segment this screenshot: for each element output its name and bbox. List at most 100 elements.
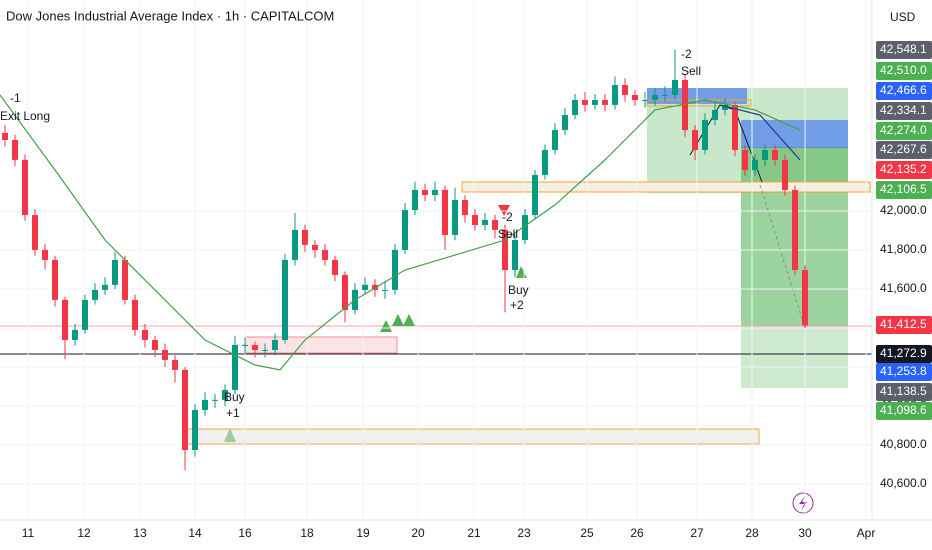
price-label-box — [876, 383, 932, 401]
candle-body — [202, 399, 208, 411]
candle-body — [32, 215, 38, 250]
price-label-box — [876, 102, 932, 120]
annotation: -2 — [502, 210, 513, 224]
x-tick-label: 23 — [517, 526, 531, 540]
x-tick-label: 14 — [188, 526, 202, 540]
candle-body — [462, 200, 468, 216]
candle-body — [702, 119, 708, 150]
candle-body — [342, 274, 348, 311]
candle-body — [582, 100, 588, 105]
candle-body — [282, 259, 288, 341]
candle-body — [242, 344, 248, 346]
icon[interactable] — [792, 492, 814, 514]
candle-body — [602, 100, 608, 105]
x-tick-label: 30 — [798, 526, 812, 540]
price-label-box — [876, 62, 932, 80]
candle-body — [652, 94, 658, 101]
candle-body — [332, 259, 338, 275]
zones — [0, 88, 872, 514]
candle-body — [142, 329, 148, 341]
candle-body — [252, 344, 258, 350]
annotation: Sell — [498, 227, 518, 241]
price-label-box — [876, 345, 932, 363]
candle-body — [482, 219, 488, 226]
drawing — [759, 184, 805, 326]
candle-body — [792, 189, 798, 271]
candle-body — [772, 149, 778, 160]
candle-body — [732, 104, 738, 150]
x-tick-label: 26 — [630, 526, 644, 540]
candle-body — [92, 289, 98, 300]
price-label-box — [876, 41, 932, 59]
annotation: +1 — [226, 406, 240, 420]
candle-body — [132, 299, 138, 330]
candle-body — [572, 100, 578, 116]
y-tick-label: 40,800.0 — [880, 437, 927, 451]
price-label-box — [876, 82, 932, 100]
signal-arrow — [224, 428, 236, 442]
x-tick-label: 20 — [411, 526, 425, 540]
candle-body — [802, 270, 808, 326]
candle-body — [472, 215, 478, 226]
zone — [186, 428, 760, 445]
y-tick-label: 41,800.0 — [880, 242, 927, 256]
candle-body — [722, 104, 728, 110]
candle-body — [762, 149, 768, 160]
candle-body — [422, 189, 428, 195]
candle-body — [402, 209, 408, 250]
price-label: 41,138.5 — [880, 384, 927, 398]
chart-title: Dow Jones Industrial Average Index · 1h … — [6, 8, 334, 23]
candle-body — [492, 219, 498, 230]
candle-body — [592, 100, 598, 105]
candle-body — [212, 399, 218, 401]
candle-body — [222, 389, 228, 400]
price-label: 42,135.2 — [880, 162, 927, 176]
moving-average — [719, 104, 801, 161]
candle-body — [662, 94, 668, 96]
moving-average — [0, 94, 801, 371]
candle-body — [1, 132, 8, 140]
zone — [461, 181, 871, 193]
price-label: 42,466.6 — [880, 83, 927, 97]
x-tick-label: 11 — [22, 526, 35, 540]
currency: USD — [890, 10, 916, 24]
candle-body — [502, 229, 508, 271]
candle-body — [432, 189, 438, 195]
candle-body — [312, 244, 318, 250]
axis-labels: 11 12 13 14 16 18 19 20 21 23 25 26 27 28 30 Apr 40,600.… — [22, 41, 932, 540]
x-tick-label: 28 — [745, 526, 759, 540]
candle-body — [82, 299, 88, 330]
candle-body — [682, 79, 688, 131]
signal-arrow — [392, 314, 404, 326]
x-tick-label: Apr — [857, 526, 876, 540]
candle-body — [112, 259, 118, 285]
candle-body — [542, 149, 548, 175]
candle-body — [232, 344, 238, 390]
candle-body — [262, 349, 268, 351]
candle-body — [642, 100, 648, 102]
annotation: +2 — [510, 298, 524, 312]
annotation: Buy — [224, 390, 245, 404]
price-label-box — [876, 141, 932, 159]
candle-body — [442, 189, 448, 235]
x-tick-label: 13 — [133, 526, 147, 540]
price-label: 41,098.6 — [880, 403, 927, 417]
zone — [741, 120, 848, 148]
candle-body — [362, 284, 368, 290]
y-tick-label: 40,600.0 — [880, 476, 927, 490]
price-label: 42,510.0 — [880, 63, 927, 77]
candle-body — [122, 259, 128, 300]
x-tick-label: 18 — [300, 526, 314, 540]
candle-body — [272, 340, 278, 350]
price-label: 42,106.5 — [880, 182, 927, 196]
x-tick-label: 21 — [467, 526, 481, 540]
annotation: -1 — [10, 91, 21, 105]
annotation: -2 — [681, 47, 692, 61]
y-tick-label: 42,000.0 — [880, 203, 927, 217]
candle-body — [632, 94, 638, 101]
candle-body — [692, 130, 698, 150]
price-label-box — [876, 122, 932, 140]
candle-body — [452, 200, 458, 235]
